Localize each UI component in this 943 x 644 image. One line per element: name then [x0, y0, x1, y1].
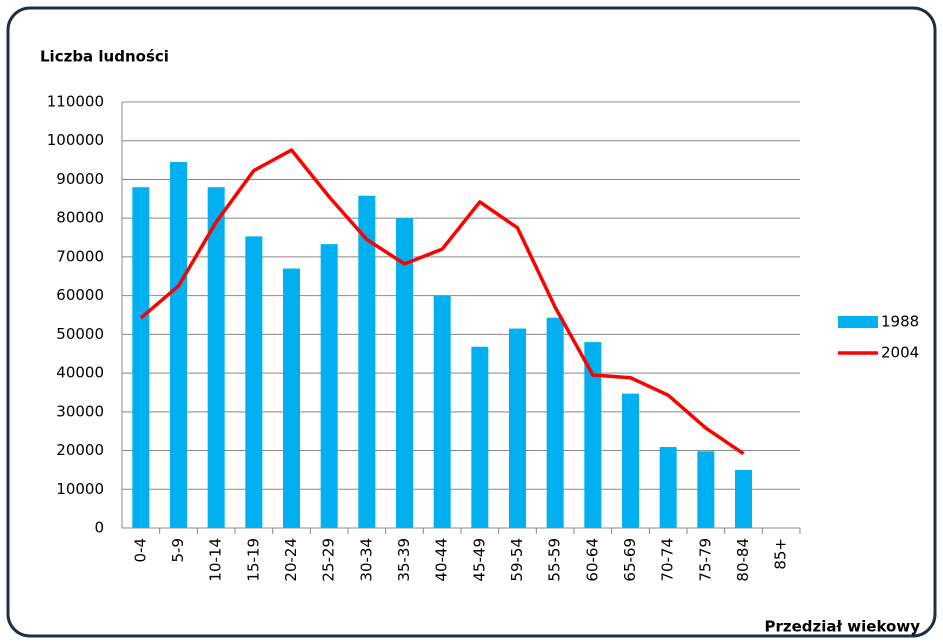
x-tick-label: 25-29: [320, 538, 338, 582]
legend-label: 1988: [881, 313, 919, 331]
bar: [509, 328, 526, 528]
bar: [546, 317, 564, 528]
bar: [320, 244, 338, 528]
bar: [132, 187, 150, 528]
y-tick-label: 10000: [56, 480, 104, 498]
y-tick-label: 0: [94, 519, 104, 537]
x-tick-label: 65-69: [621, 538, 639, 582]
x-tick-label: 75-79: [696, 538, 714, 582]
y-tick-label: 30000: [56, 402, 104, 420]
bar: [659, 447, 677, 528]
bar: [433, 295, 451, 528]
bar: [207, 187, 225, 528]
legend-label: 2004: [881, 344, 919, 362]
bar: [584, 342, 602, 528]
x-tick-label: 5-9: [169, 538, 187, 563]
bar: [245, 236, 263, 528]
x-tick-label: 80-84: [734, 538, 752, 582]
y-axis-title: Liczba ludności: [40, 48, 169, 66]
x-tick-label: 20-24: [282, 538, 300, 582]
y-tick-label: 70000: [56, 247, 104, 265]
x-tick-label: 55-59: [546, 538, 564, 582]
y-tick-label: 80000: [56, 209, 104, 227]
y-tick-label: 110000: [47, 93, 104, 111]
x-tick-label: 35-39: [395, 538, 413, 582]
x-tick-label: 15-19: [244, 538, 262, 582]
x-tick-label: 85+: [772, 538, 790, 570]
x-tick-label: 60-64: [583, 538, 601, 582]
y-tick-label: 40000: [56, 364, 104, 382]
bar: [170, 162, 187, 528]
x-tick-label: 40-44: [433, 538, 451, 582]
x-tick-label: 30-34: [357, 538, 375, 582]
bar: [283, 268, 300, 528]
bar: [735, 469, 752, 528]
y-tick-label: 100000: [47, 131, 104, 149]
y-tick-label: 50000: [56, 325, 104, 343]
bar: [358, 195, 376, 528]
x-tick-label: 45-49: [470, 538, 488, 582]
y-tick-label: 90000: [56, 170, 104, 188]
x-tick-label: 0-4: [131, 538, 149, 563]
y-tick-label: 60000: [56, 286, 104, 304]
bar: [396, 218, 413, 528]
x-tick-label: 59-54: [508, 538, 526, 582]
x-axis-title: Przedział wiekowy: [764, 618, 920, 636]
y-tick-label: 20000: [56, 441, 104, 459]
bar: [697, 451, 715, 528]
bar: [471, 346, 489, 528]
bar: [622, 393, 639, 528]
x-tick-label: 70-74: [659, 538, 677, 582]
line: [139, 148, 745, 456]
x-tick-label: 10-14: [207, 538, 225, 582]
legend-swatch: [838, 316, 878, 328]
